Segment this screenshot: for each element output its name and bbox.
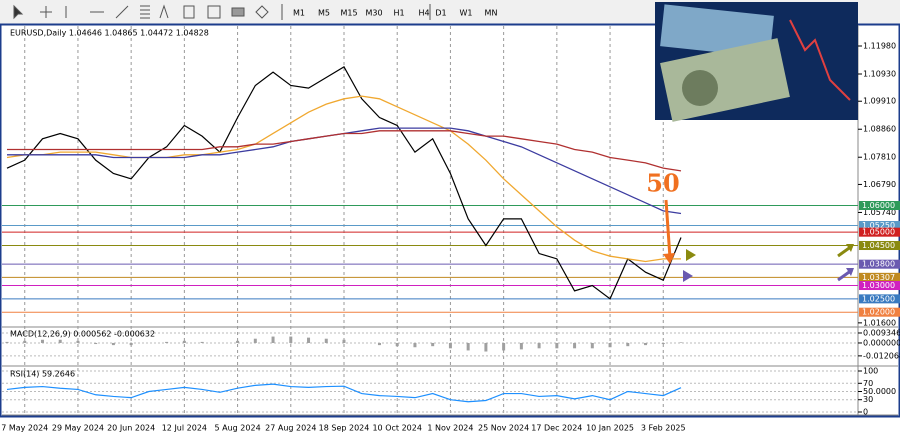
date-label: 18 Sep 2024 xyxy=(319,424,370,433)
date-label: 25 Nov 2024 xyxy=(478,424,529,433)
level-label: 1.05000 xyxy=(862,228,895,237)
news-photo xyxy=(655,2,858,122)
level-label: 1.03307 xyxy=(862,273,895,282)
level-label-box xyxy=(859,294,900,304)
level-label: 1.03800 xyxy=(862,260,895,269)
panel-header: EURUSD,Daily 1.04646 1.04865 1.04472 1.0… xyxy=(10,29,209,38)
date-label: 27 Aug 2024 xyxy=(265,424,316,433)
plot-area: 7 May 2024 29 May 2024 20 Jun 2024 12 Jul 2… xyxy=(1,25,900,433)
date-label: 29 May 2024 xyxy=(52,424,104,433)
level-label: 1.04500 xyxy=(862,241,895,250)
level-label-box xyxy=(859,227,900,237)
level-label-box xyxy=(859,259,900,269)
price-label: 1.09910 xyxy=(863,97,896,106)
timeframe-button[interactable]: M15 xyxy=(340,9,357,18)
timeframe-button[interactable]: H1 xyxy=(393,9,404,18)
price-label: 1.05740 xyxy=(863,208,896,217)
series-line xyxy=(6,383,682,403)
price-label: 1.08860 xyxy=(863,125,896,134)
toolbar-icons xyxy=(13,4,431,20)
price-label: -0.012068 xyxy=(863,351,900,360)
timeframe-button[interactable]: M30 xyxy=(365,9,382,18)
price-label: 1.10930 xyxy=(863,70,896,79)
date-label: 1 Nov 2024 xyxy=(427,424,473,433)
level-label-box xyxy=(859,221,900,231)
date-label: 7 May 2024 xyxy=(1,424,48,433)
price-label: 30 xyxy=(863,395,873,404)
panel-header: MACD(12,26,9) 0.000562 -0.000632 xyxy=(10,330,155,339)
price-label: 1.11980 xyxy=(863,42,896,51)
series-line xyxy=(6,65,682,300)
level-label: 1.02500 xyxy=(862,294,895,303)
timeframe-button[interactable]: D1 xyxy=(435,9,446,18)
level-label: 1.03000 xyxy=(862,281,895,290)
timeframe-button[interactable]: M1 xyxy=(293,9,305,18)
timeframe-bar: M1 M5 M15 M30 H1 H4 D1 W1 MN xyxy=(293,9,497,18)
level-label-box xyxy=(859,281,900,291)
level-label-box xyxy=(859,201,900,211)
series-line xyxy=(6,95,681,263)
date-label: 5 Aug 2024 xyxy=(215,424,261,433)
price-label: 0.009346 xyxy=(863,328,900,337)
level-label: 1.02000 xyxy=(862,308,895,317)
series-line xyxy=(7,130,682,172)
price-label: 50.0000 xyxy=(863,387,896,396)
level-label-box xyxy=(859,272,900,282)
level-label-box xyxy=(859,241,900,251)
timeframe-button[interactable]: MN xyxy=(485,9,498,18)
timeframe-button[interactable]: M5 xyxy=(318,9,330,18)
timeframe-button[interactable]: W1 xyxy=(460,9,473,18)
date-label: 12 Jul 2024 xyxy=(162,424,207,433)
level-label: 1.06000 xyxy=(862,201,895,210)
drawn-arrows xyxy=(663,199,854,282)
panel-header: RSI(14) 59.2646 xyxy=(10,370,75,379)
date-label: 20 Jun 2024 xyxy=(107,424,155,433)
price-label: 1.01600 xyxy=(863,318,896,327)
level-label-box xyxy=(859,307,900,317)
price-label: 0 xyxy=(863,408,868,417)
timeframe-button[interactable]: H4 xyxy=(418,9,429,18)
level-label: 1.05250 xyxy=(862,221,895,230)
price-label: 100 xyxy=(863,367,878,376)
annotation: 50 xyxy=(646,169,679,198)
price-label: 70 xyxy=(863,379,873,388)
date-label: 10 Oct 2024 xyxy=(372,424,421,433)
price-label: 1.06790 xyxy=(863,180,896,189)
date-label: 3 Feb 2025 xyxy=(641,424,686,433)
date-label: 17 Dec 2024 xyxy=(531,424,582,433)
price-label: 1.07810 xyxy=(863,153,896,162)
date-label: 10 Jan 2025 xyxy=(586,424,634,433)
price-label: 0.000000 xyxy=(863,338,900,347)
